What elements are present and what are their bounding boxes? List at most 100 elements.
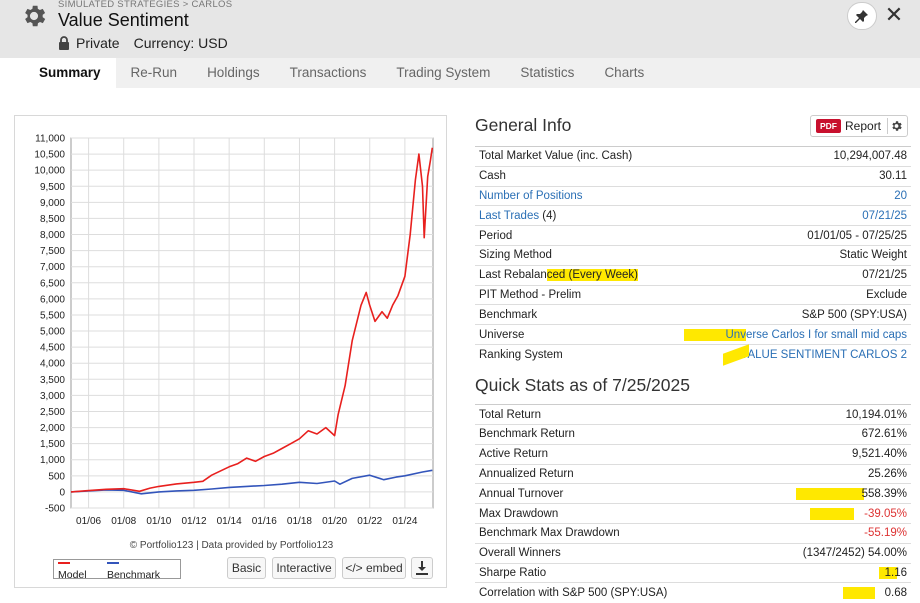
breadcrumb[interactable]: SIMULATED STRATEGIES > CARLOS: [58, 0, 233, 10]
table-row: Total Return 10,194.01%: [475, 404, 911, 425]
table-row: Benchmark Return 672.61%: [475, 424, 911, 445]
pin-button[interactable]: [847, 2, 877, 30]
table-row[interactable]: Last Trades (4) 07/21/25: [475, 205, 911, 226]
table-row: Last Rebalanced (Every Week) 07/21/25: [475, 264, 911, 286]
report-label: Report: [845, 119, 882, 133]
interactive-button[interactable]: Interactive: [272, 557, 336, 579]
table-row: Sizing Method Static Weight: [475, 244, 911, 266]
table-row[interactable]: Universe Unverse Carlos I for small mid c…: [475, 324, 911, 345]
plot-area: [70, 137, 434, 509]
y-tick-label: 500: [48, 471, 65, 482]
chart-canvas: -500 0 500 1,000 1,500 2,000 2,500 3,000 3,500 4,…: [34, 134, 434, 527]
settings-gear-icon[interactable]: [887, 118, 903, 134]
privacy-label: Private: [76, 35, 120, 51]
strategy-meta: Private Currency: USD: [58, 35, 228, 51]
table-row: Benchmark Max Drawdown -55.19%: [475, 523, 911, 544]
download-button[interactable]: [411, 557, 433, 579]
page-header: SIMULATED STRATEGIES > CARLOS Value Sent…: [0, 0, 920, 58]
x-tick-label: 01/24: [392, 516, 417, 527]
tab-trading-system[interactable]: Trading System: [396, 65, 491, 80]
tab-statistics[interactable]: Statistics: [520, 65, 575, 80]
y-tick-label: 11,000: [35, 134, 65, 145]
page-title: Value Sentiment: [58, 10, 189, 30]
y-tick-label: 9,000: [40, 198, 65, 209]
y-tick-label: 7,000: [40, 262, 65, 273]
x-tick-label: 01/16: [252, 516, 277, 527]
tab-charts[interactable]: Charts: [604, 65, 645, 80]
table-row[interactable]: Ranking System VALUE SENTIMENT CARLOS 2: [475, 343, 911, 366]
tab-re-run[interactable]: Re-Run: [130, 65, 178, 80]
tab-bar: Summary Re-Run Holdings Transactions Tra…: [24, 58, 920, 88]
series-line-model: [70, 147, 434, 493]
universe-link[interactable]: Unverse Carlos I for small mid caps: [725, 328, 908, 341]
chart-credit: © Portfolio123 | Data provided by Portfo…: [129, 540, 334, 551]
positions-link[interactable]: Number of Positions: [475, 185, 658, 206]
info-panel: General Info PDF Report Total Market Val…: [475, 110, 911, 603]
y-tick-label: 3,000: [40, 391, 65, 402]
y-tick-label: 2,000: [40, 423, 65, 434]
chart-legend: Model Benchmark: [53, 557, 181, 581]
embed-button[interactable]: </> embed: [342, 557, 406, 579]
x-tick-label: 01/20: [322, 516, 347, 527]
y-tick-label: 9,500: [40, 182, 65, 193]
table-row: Correlation with S&P 500 (SPY:USA) 0.68: [475, 582, 911, 603]
x-tick-label: 01/08: [111, 516, 136, 527]
table-row: Total Market Value (inc. Cash) 10,294,007…: [475, 146, 911, 167]
x-tick-label: 01/18: [287, 516, 312, 527]
pdf-report-button[interactable]: PDF Report: [810, 115, 908, 137]
table-row: Overall Winners (1347/2452) 54.00%: [475, 542, 911, 564]
currency-label: Currency: USD: [133, 35, 228, 51]
download-icon: [416, 561, 428, 575]
y-tick-label: 8,500: [40, 214, 65, 225]
table-row: Cash 30.11: [475, 165, 911, 187]
y-tick-label: 4,500: [40, 343, 65, 354]
x-tick-label: 01/06: [76, 516, 101, 527]
table-row: Sharpe Ratio 1.16: [475, 562, 911, 583]
quick-stats-table: Total Return 10,194.01% Benchmark Return 6…: [475, 404, 911, 603]
y-tick-label: 5,500: [40, 310, 65, 321]
table-row: Max Drawdown -39.05%: [475, 503, 911, 524]
tab-holdings[interactable]: Holdings: [207, 65, 260, 80]
x-tick-label: 01/14: [217, 516, 242, 527]
tab-summary[interactable]: Summary: [24, 58, 116, 88]
y-tick-label: 2,500: [40, 407, 65, 418]
table-row: Period 01/01/05 - 07/25/25: [475, 225, 911, 246]
y-tick-label: 6,000: [40, 294, 65, 305]
table-row: Annual Turnover 558.39%: [475, 483, 911, 504]
x-tick-label: 01/22: [357, 516, 382, 527]
quick-stats-title: Quick Stats as of 7/25/2025: [475, 375, 690, 396]
y-tick-label: 1,500: [40, 439, 65, 450]
general-info-title: General Info: [475, 115, 572, 135]
y-tick-label: 7,500: [40, 246, 65, 257]
ranking-system-link[interactable]: VALUE SENTIMENT CARLOS 2: [740, 348, 907, 361]
pdf-icon: PDF: [816, 119, 841, 133]
basic-button[interactable]: Basic: [227, 557, 266, 579]
lock-icon: [59, 36, 69, 50]
performance-chart[interactable]: -500 0 500 1,000 1,500 2,000 2,500 3,000 3,500 4,…: [14, 115, 447, 588]
close-icon[interactable]: ✕: [884, 2, 904, 27]
last-trades-link[interactable]: Last Trades: [479, 209, 540, 222]
legend-item-model[interactable]: Model: [58, 557, 101, 581]
y-tick-label: 0: [59, 487, 65, 498]
table-row: Active Return 9,521.40%: [475, 443, 911, 465]
y-tick-label: 8,000: [40, 230, 65, 241]
y-tick-label: 10,000: [34, 166, 65, 177]
tab-transactions[interactable]: Transactions: [289, 65, 367, 80]
table-row: PIT Method - Prelim Exclude: [475, 284, 911, 305]
table-row: Annualized Return 25.26%: [475, 463, 911, 484]
general-info-table: Total Market Value (inc. Cash) 10,294,007…: [475, 146, 911, 366]
y-tick-label: 1,000: [40, 455, 65, 466]
pin-icon: [855, 10, 868, 23]
table-row: Benchmark S&P 500 (SPY:USA): [475, 304, 911, 325]
y-tick-label: 6,500: [40, 278, 65, 289]
y-tick-label: -500: [45, 504, 65, 515]
series-line-benchmark: [70, 469, 433, 495]
y-tick-label: 5,000: [40, 327, 65, 338]
x-tick-label: 01/12: [181, 516, 206, 527]
table-row[interactable]: Number of Positions 20: [475, 185, 911, 206]
x-tick-label: 01/10: [146, 516, 171, 527]
y-tick-label: 3,500: [40, 375, 65, 386]
legend-item-benchmark[interactable]: Benchmark: [106, 557, 174, 581]
y-tick-label: 4,000: [40, 359, 65, 370]
gear-icon[interactable]: [20, 2, 48, 30]
